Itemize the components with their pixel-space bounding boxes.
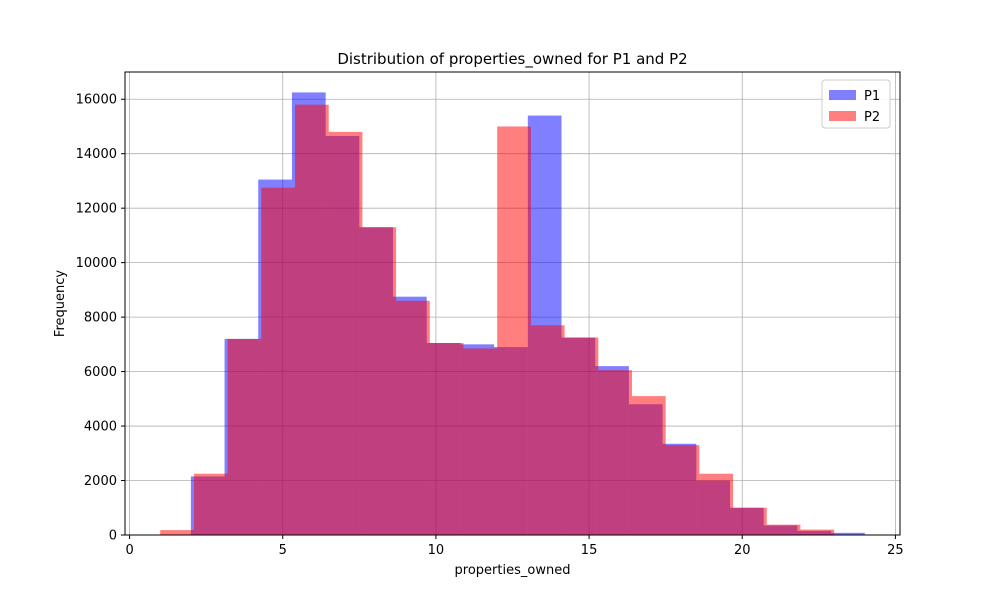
y-tick-label: 12000 bbox=[76, 202, 117, 217]
bar-p2 bbox=[429, 342, 464, 535]
bar-p2 bbox=[160, 530, 194, 535]
bars bbox=[160, 92, 865, 536]
bar-p2 bbox=[598, 370, 632, 535]
chart-title: Distribution of properties_owned for P1 … bbox=[337, 50, 687, 69]
bar-p2 bbox=[261, 187, 296, 535]
bar-p2 bbox=[497, 126, 531, 536]
x-axis-title: properties_owned bbox=[455, 563, 571, 578]
bar-p2 bbox=[295, 104, 329, 536]
bar-p2 bbox=[564, 337, 599, 535]
bar-p2 bbox=[631, 396, 666, 535]
axis-ticks: 0 5 10 15 20 25 0 2000 4000 6000 8000 10000 12000 140… bbox=[76, 93, 904, 558]
y-tick-label: 0 bbox=[109, 529, 117, 544]
legend-label-p1: P1 bbox=[864, 89, 880, 104]
y-tick-label: 14000 bbox=[76, 147, 117, 162]
y-tick-label: 8000 bbox=[84, 311, 117, 326]
y-tick-label: 6000 bbox=[84, 365, 117, 380]
bar-p2 bbox=[733, 507, 767, 535]
x-tick-label: 10 bbox=[428, 543, 445, 558]
bar-p2 bbox=[665, 445, 700, 535]
y-tick-label: 16000 bbox=[76, 93, 117, 108]
legend-swatch-p1 bbox=[829, 90, 856, 100]
y-tick-label: 4000 bbox=[84, 420, 117, 435]
legend-label-p2: P2 bbox=[864, 110, 880, 125]
series-p2 bbox=[160, 104, 835, 536]
bar-p2 bbox=[766, 524, 801, 535]
x-tick-label: 20 bbox=[734, 543, 751, 558]
plot-frame bbox=[124, 71, 901, 536]
bar-p2 bbox=[362, 227, 397, 535]
bar-p2 bbox=[396, 300, 430, 535]
bar-p1 bbox=[831, 532, 865, 535]
x-tick-label: 0 bbox=[125, 543, 133, 558]
bar-p2 bbox=[227, 338, 262, 535]
bar-p2 bbox=[699, 473, 734, 535]
legend-swatch-p2 bbox=[829, 111, 856, 121]
y-tick-label: 10000 bbox=[76, 256, 117, 271]
bar-p2 bbox=[800, 529, 835, 535]
bar-p2 bbox=[328, 131, 363, 535]
bar-p2 bbox=[193, 473, 228, 535]
bar-p2 bbox=[530, 325, 565, 535]
y-tick-label: 2000 bbox=[84, 474, 117, 489]
x-tick-label: 25 bbox=[887, 543, 904, 558]
y-axis-title: Frequency bbox=[53, 270, 68, 337]
bar-p2 bbox=[463, 348, 498, 535]
x-tick-label: 15 bbox=[581, 543, 598, 558]
x-tick-label: 5 bbox=[279, 543, 287, 558]
